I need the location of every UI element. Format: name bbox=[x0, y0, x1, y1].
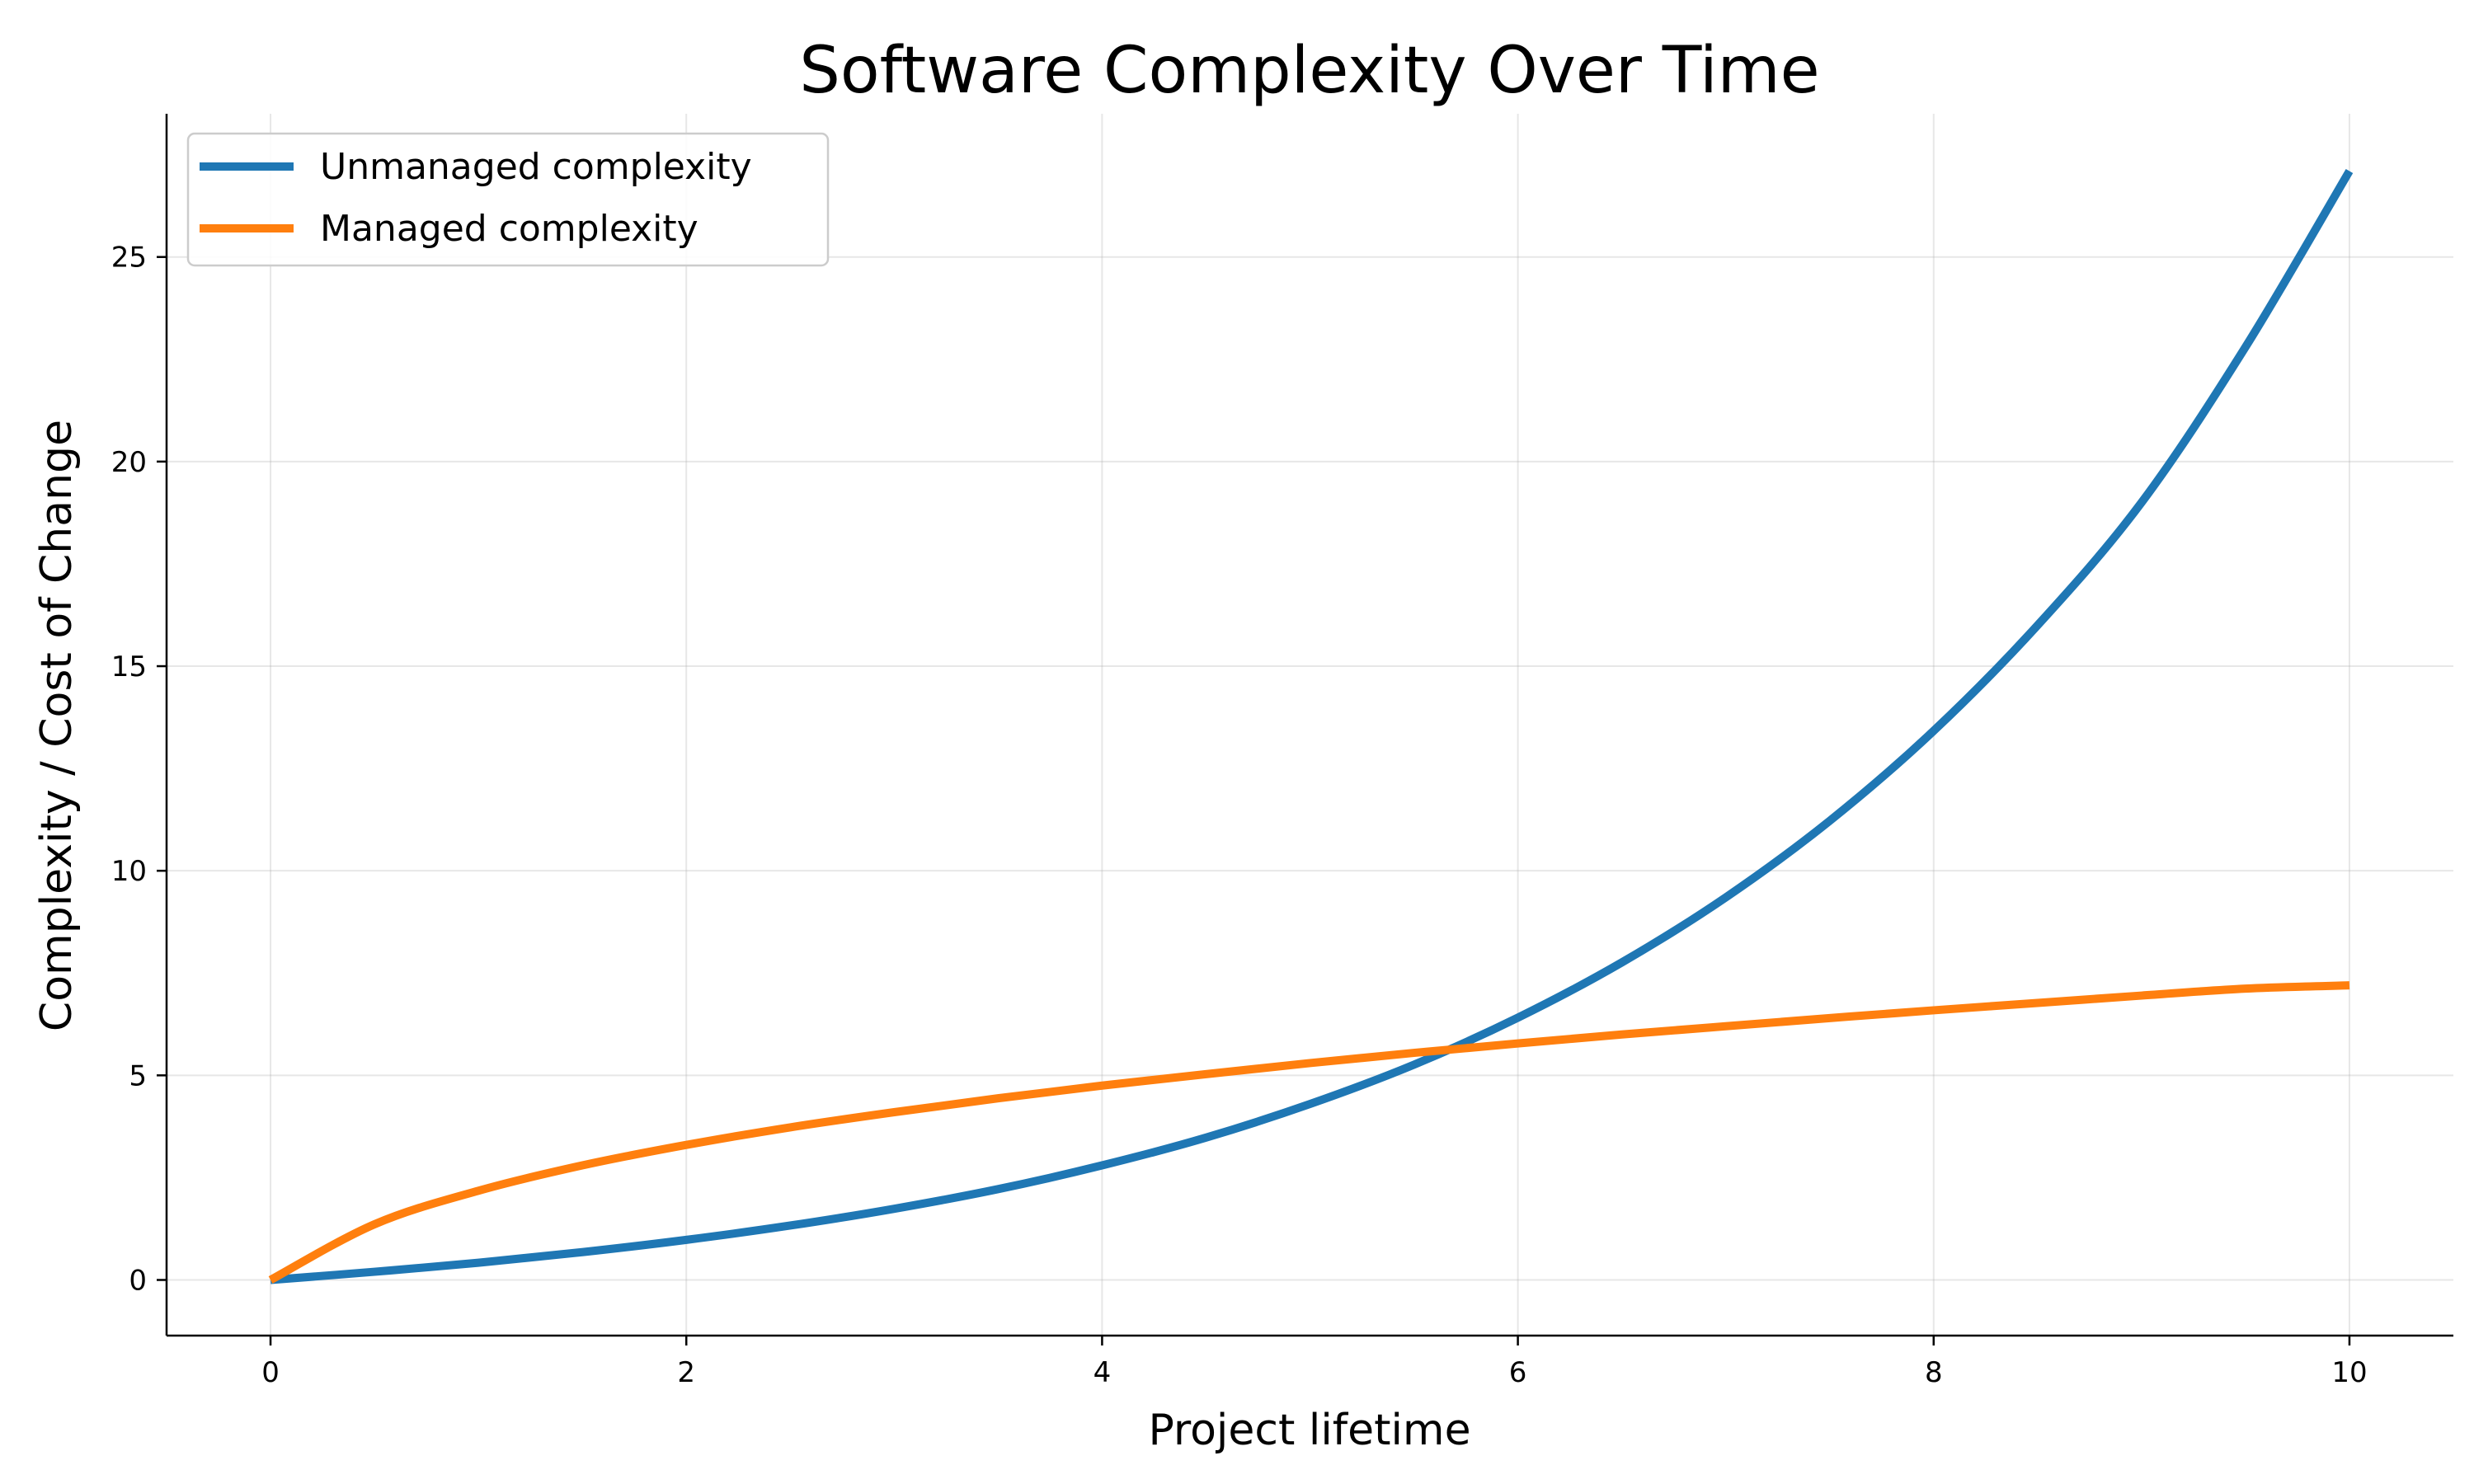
legend: Unmanaged complexity Managed complexity bbox=[186, 132, 830, 267]
y-tick-label: 10 bbox=[111, 855, 147, 888]
y-tick-label: 25 bbox=[111, 242, 147, 275]
ticks: 0 2 4 6 8 10 0 5 10 15 20 25 bbox=[111, 242, 2368, 1389]
x-axis-title: Project lifetime bbox=[1148, 1406, 1470, 1455]
y-tick-label: 0 bbox=[129, 1265, 147, 1298]
y-tick-label: 15 bbox=[111, 650, 147, 683]
chart-title: Software Complexity Over Time bbox=[799, 34, 1819, 108]
x-tick-label: 6 bbox=[1509, 1356, 1527, 1389]
y-tick-label: 20 bbox=[111, 446, 147, 479]
grid bbox=[167, 114, 2453, 1336]
x-tick-label: 2 bbox=[677, 1356, 695, 1389]
y-axis-title: Complexity / Cost of Change bbox=[32, 420, 82, 1031]
series-layer bbox=[268, 168, 2354, 1284]
y-tick-label: 5 bbox=[129, 1059, 147, 1092]
x-tick-label: 0 bbox=[261, 1356, 280, 1389]
series-line-managed bbox=[268, 981, 2350, 1284]
series-line-unmanaged bbox=[270, 168, 2354, 1284]
legend-box bbox=[186, 132, 830, 267]
legend-label-managed: Managed complexity bbox=[320, 208, 698, 250]
x-tick-label: 10 bbox=[2331, 1356, 2367, 1389]
x-tick-label: 8 bbox=[1925, 1356, 1943, 1389]
x-tick-label: 4 bbox=[1094, 1356, 1112, 1389]
legend-label-unmanaged: Unmanaged complexity bbox=[320, 146, 752, 188]
axes bbox=[165, 114, 2453, 1337]
